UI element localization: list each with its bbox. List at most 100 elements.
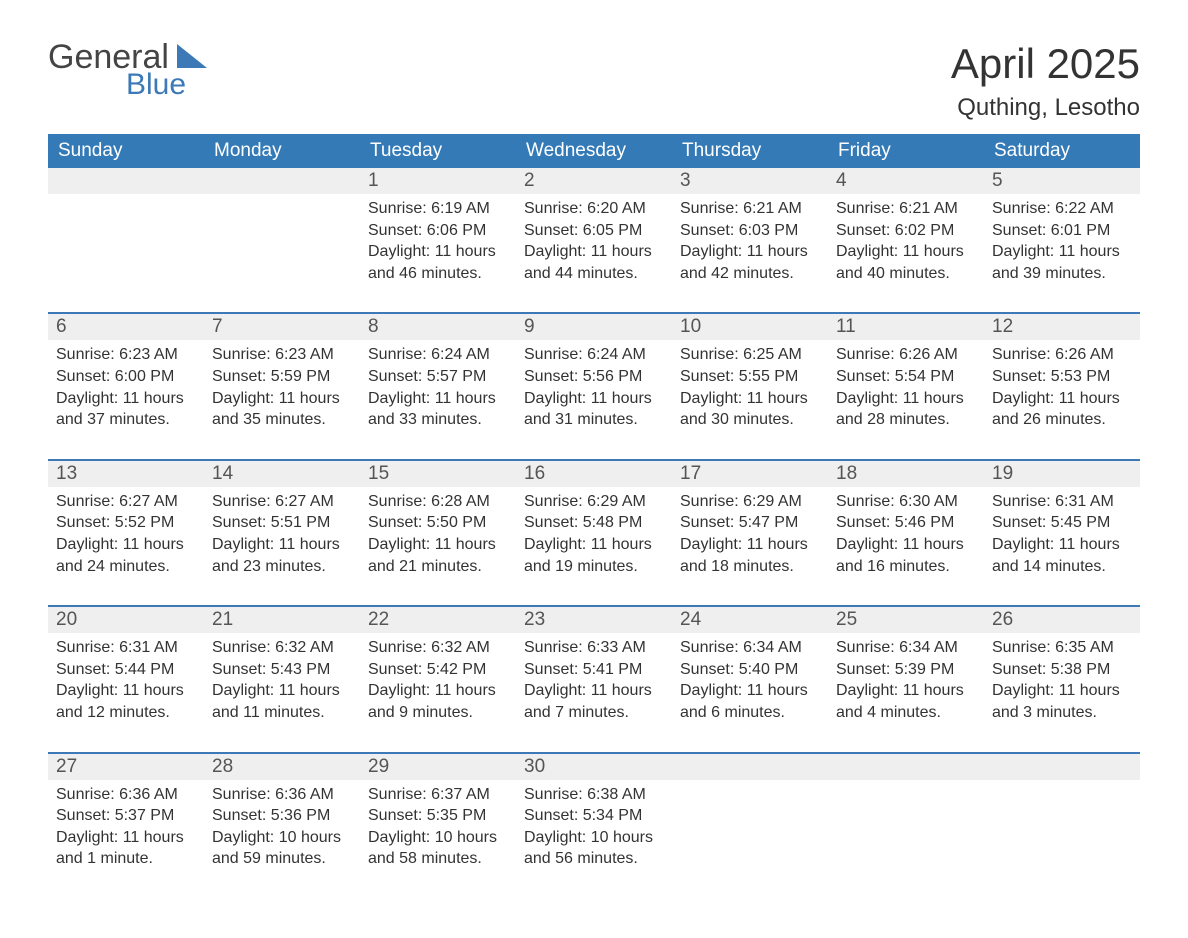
sunrise-line: Sunrise: 6:26 AM xyxy=(836,344,976,366)
daylight-line: Daylight: 11 hours and 21 minutes. xyxy=(368,534,508,577)
daylight-line: Daylight: 11 hours and 16 minutes. xyxy=(836,534,976,577)
daylight-line: Daylight: 11 hours and 23 minutes. xyxy=(212,534,352,577)
day-number: 11 xyxy=(828,313,984,340)
day-header: Saturday xyxy=(984,134,1140,168)
day-cell: Sunrise: 6:24 AMSunset: 5:57 PMDaylight:… xyxy=(360,340,516,459)
sunset-line: Sunset: 5:35 PM xyxy=(368,805,508,827)
sunrise-line: Sunrise: 6:35 AM xyxy=(992,637,1132,659)
day-number: 3 xyxy=(672,168,828,194)
day-cell: Sunrise: 6:21 AMSunset: 6:02 PMDaylight:… xyxy=(828,194,984,313)
sunset-line: Sunset: 5:55 PM xyxy=(680,366,820,388)
day-number xyxy=(48,168,204,194)
sunrise-line: Sunrise: 6:36 AM xyxy=(56,784,196,806)
day-number: 14 xyxy=(204,460,360,487)
day-number: 21 xyxy=(204,606,360,633)
day-cell: Sunrise: 6:32 AMSunset: 5:42 PMDaylight:… xyxy=(360,633,516,752)
day-header: Monday xyxy=(204,134,360,168)
sunset-line: Sunset: 5:45 PM xyxy=(992,512,1132,534)
day-cell: Sunrise: 6:37 AMSunset: 5:35 PMDaylight:… xyxy=(360,780,516,898)
daylight-line: Daylight: 11 hours and 12 minutes. xyxy=(56,680,196,723)
day-cell: Sunrise: 6:23 AMSunset: 5:59 PMDaylight:… xyxy=(204,340,360,459)
daylight-line: Daylight: 11 hours and 3 minutes. xyxy=(992,680,1132,723)
day-number: 18 xyxy=(828,460,984,487)
daylight-line: Daylight: 11 hours and 6 minutes. xyxy=(680,680,820,723)
daylight-line: Daylight: 11 hours and 11 minutes. xyxy=(212,680,352,723)
daylight-line: Daylight: 10 hours and 58 minutes. xyxy=(368,827,508,870)
daylight-line: Daylight: 11 hours and 14 minutes. xyxy=(992,534,1132,577)
daylight-line: Daylight: 11 hours and 4 minutes. xyxy=(836,680,976,723)
day-number: 9 xyxy=(516,313,672,340)
day-cell: Sunrise: 6:21 AMSunset: 6:03 PMDaylight:… xyxy=(672,194,828,313)
day-header: Sunday xyxy=(48,134,204,168)
sunset-line: Sunset: 5:44 PM xyxy=(56,659,196,681)
daylight-line: Daylight: 11 hours and 18 minutes. xyxy=(680,534,820,577)
sunrise-line: Sunrise: 6:31 AM xyxy=(56,637,196,659)
day-number xyxy=(204,168,360,194)
day-number: 29 xyxy=(360,753,516,780)
day-cell: Sunrise: 6:27 AMSunset: 5:52 PMDaylight:… xyxy=(48,487,204,606)
day-number: 25 xyxy=(828,606,984,633)
sunset-line: Sunset: 5:48 PM xyxy=(524,512,664,534)
day-cell xyxy=(48,194,204,313)
sunset-line: Sunset: 6:02 PM xyxy=(836,220,976,242)
day-cell: Sunrise: 6:33 AMSunset: 5:41 PMDaylight:… xyxy=(516,633,672,752)
day-cell: Sunrise: 6:34 AMSunset: 5:40 PMDaylight:… xyxy=(672,633,828,752)
sunset-line: Sunset: 5:34 PM xyxy=(524,805,664,827)
sunrise-line: Sunrise: 6:34 AM xyxy=(836,637,976,659)
sunrise-line: Sunrise: 6:25 AM xyxy=(680,344,820,366)
sunrise-line: Sunrise: 6:24 AM xyxy=(368,344,508,366)
daylight-line: Daylight: 11 hours and 7 minutes. xyxy=(524,680,664,723)
day-cell: Sunrise: 6:28 AMSunset: 5:50 PMDaylight:… xyxy=(360,487,516,606)
day-header: Wednesday xyxy=(516,134,672,168)
day-number: 24 xyxy=(672,606,828,633)
day-number: 22 xyxy=(360,606,516,633)
day-number: 16 xyxy=(516,460,672,487)
daylight-line: Daylight: 11 hours and 37 minutes. xyxy=(56,388,196,431)
daylight-line: Daylight: 11 hours and 9 minutes. xyxy=(368,680,508,723)
sunset-line: Sunset: 5:36 PM xyxy=(212,805,352,827)
day-cell xyxy=(204,194,360,313)
sunrise-line: Sunrise: 6:37 AM xyxy=(368,784,508,806)
daylight-line: Daylight: 11 hours and 19 minutes. xyxy=(524,534,664,577)
title-block: April 2025 Quthing, Lesotho xyxy=(951,40,1140,122)
sunset-line: Sunset: 6:06 PM xyxy=(368,220,508,242)
day-cell: Sunrise: 6:30 AMSunset: 5:46 PMDaylight:… xyxy=(828,487,984,606)
daylight-line: Daylight: 11 hours and 33 minutes. xyxy=(368,388,508,431)
daylight-line: Daylight: 11 hours and 31 minutes. xyxy=(524,388,664,431)
day-number: 8 xyxy=(360,313,516,340)
sunset-line: Sunset: 6:05 PM xyxy=(524,220,664,242)
sunrise-line: Sunrise: 6:34 AM xyxy=(680,637,820,659)
day-number xyxy=(672,753,828,780)
daylight-line: Daylight: 10 hours and 56 minutes. xyxy=(524,827,664,870)
day-number: 1 xyxy=(360,168,516,194)
day-number: 19 xyxy=(984,460,1140,487)
sunrise-line: Sunrise: 6:23 AM xyxy=(56,344,196,366)
sunset-line: Sunset: 5:53 PM xyxy=(992,366,1132,388)
sunset-line: Sunset: 5:52 PM xyxy=(56,512,196,534)
sunrise-line: Sunrise: 6:23 AM xyxy=(212,344,352,366)
day-number: 23 xyxy=(516,606,672,633)
day-number: 17 xyxy=(672,460,828,487)
day-number: 6 xyxy=(48,313,204,340)
day-cell: Sunrise: 6:23 AMSunset: 6:00 PMDaylight:… xyxy=(48,340,204,459)
day-cell: Sunrise: 6:29 AMSunset: 5:48 PMDaylight:… xyxy=(516,487,672,606)
sunrise-line: Sunrise: 6:20 AM xyxy=(524,198,664,220)
day-cell: Sunrise: 6:22 AMSunset: 6:01 PMDaylight:… xyxy=(984,194,1140,313)
day-number: 5 xyxy=(984,168,1140,194)
day-cell: Sunrise: 6:26 AMSunset: 5:54 PMDaylight:… xyxy=(828,340,984,459)
day-cell: Sunrise: 6:25 AMSunset: 5:55 PMDaylight:… xyxy=(672,340,828,459)
sunset-line: Sunset: 5:57 PM xyxy=(368,366,508,388)
day-cell: Sunrise: 6:35 AMSunset: 5:38 PMDaylight:… xyxy=(984,633,1140,752)
sunset-line: Sunset: 5:39 PM xyxy=(836,659,976,681)
sunset-line: Sunset: 5:37 PM xyxy=(56,805,196,827)
sunset-line: Sunset: 6:00 PM xyxy=(56,366,196,388)
sunset-line: Sunset: 5:43 PM xyxy=(212,659,352,681)
calendar-head: SundayMondayTuesdayWednesdayThursdayFrid… xyxy=(48,134,1140,168)
day-number: 13 xyxy=(48,460,204,487)
day-cell: Sunrise: 6:36 AMSunset: 5:37 PMDaylight:… xyxy=(48,780,204,898)
sunset-line: Sunset: 6:01 PM xyxy=(992,220,1132,242)
day-cell xyxy=(984,780,1140,898)
day-header: Thursday xyxy=(672,134,828,168)
sunrise-line: Sunrise: 6:19 AM xyxy=(368,198,508,220)
day-number: 20 xyxy=(48,606,204,633)
